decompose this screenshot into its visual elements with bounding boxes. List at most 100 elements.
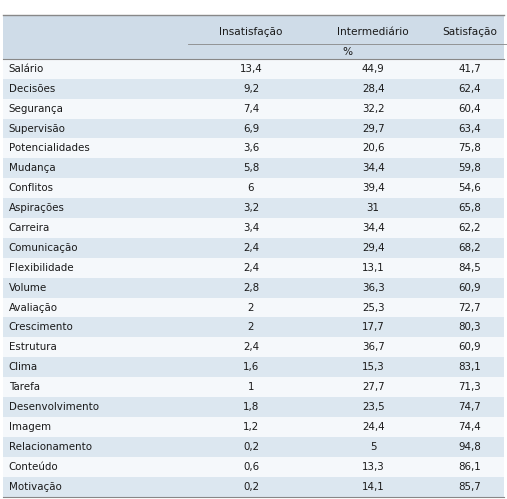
Bar bbox=[3, 317, 504, 337]
Text: Tarefa: Tarefa bbox=[9, 382, 40, 392]
Text: 13,4: 13,4 bbox=[240, 64, 262, 74]
Text: Crescimento: Crescimento bbox=[9, 322, 74, 332]
Bar bbox=[3, 138, 504, 158]
Text: Conteúdo: Conteúdo bbox=[9, 462, 58, 472]
Text: Comunicação: Comunicação bbox=[9, 243, 78, 253]
Text: 2: 2 bbox=[248, 322, 254, 332]
Text: 36,3: 36,3 bbox=[362, 282, 385, 292]
Text: 60,9: 60,9 bbox=[458, 342, 481, 352]
Text: 72,7: 72,7 bbox=[458, 302, 481, 312]
Text: Intermediário: Intermediário bbox=[337, 26, 409, 36]
Text: 9,2: 9,2 bbox=[243, 84, 259, 94]
Bar bbox=[3, 377, 504, 397]
Bar bbox=[3, 15, 504, 59]
Text: 29,4: 29,4 bbox=[362, 243, 384, 253]
Text: Conflitos: Conflitos bbox=[9, 183, 54, 193]
Text: Imagem: Imagem bbox=[9, 422, 51, 432]
Text: 3,2: 3,2 bbox=[243, 203, 259, 213]
Bar bbox=[3, 59, 504, 79]
Bar bbox=[3, 337, 504, 357]
Text: 1: 1 bbox=[248, 382, 254, 392]
Text: Aspirações: Aspirações bbox=[9, 203, 64, 213]
Text: Estrutura: Estrutura bbox=[9, 342, 56, 352]
Bar bbox=[3, 417, 504, 437]
Text: 59,8: 59,8 bbox=[458, 163, 481, 173]
Text: 60,9: 60,9 bbox=[458, 282, 481, 292]
Text: 84,5: 84,5 bbox=[458, 263, 481, 273]
Text: 6: 6 bbox=[248, 183, 254, 193]
Text: 41,7: 41,7 bbox=[458, 64, 481, 74]
Text: 34,4: 34,4 bbox=[362, 163, 385, 173]
Text: Desenvolvimento: Desenvolvimento bbox=[9, 402, 99, 412]
Bar bbox=[3, 119, 504, 138]
Text: Mudança: Mudança bbox=[9, 163, 55, 173]
Text: Insatisfação: Insatisfação bbox=[219, 26, 283, 36]
Text: 24,4: 24,4 bbox=[362, 422, 384, 432]
Bar bbox=[3, 178, 504, 198]
Text: 85,7: 85,7 bbox=[458, 482, 481, 492]
Text: 7,4: 7,4 bbox=[243, 104, 259, 114]
Text: 2: 2 bbox=[248, 302, 254, 312]
Text: 62,4: 62,4 bbox=[458, 84, 481, 94]
Text: 6,9: 6,9 bbox=[243, 124, 259, 134]
Bar bbox=[3, 198, 504, 218]
Text: 32,2: 32,2 bbox=[362, 104, 384, 114]
Text: 3,4: 3,4 bbox=[243, 223, 259, 233]
Text: Supervisão: Supervisão bbox=[9, 124, 65, 134]
Text: Flexibilidade: Flexibilidade bbox=[9, 263, 73, 273]
Bar bbox=[3, 277, 504, 297]
Text: Motivação: Motivação bbox=[9, 482, 61, 492]
Text: 3,6: 3,6 bbox=[243, 143, 259, 153]
Text: 62,2: 62,2 bbox=[459, 223, 481, 233]
Text: Salário: Salário bbox=[9, 64, 44, 74]
Text: 65,8: 65,8 bbox=[458, 203, 481, 213]
Text: 2,4: 2,4 bbox=[243, 263, 259, 273]
Text: 2,8: 2,8 bbox=[243, 282, 259, 292]
Text: 0,2: 0,2 bbox=[243, 442, 259, 452]
Bar bbox=[3, 397, 504, 417]
Text: 20,6: 20,6 bbox=[362, 143, 384, 153]
Bar bbox=[3, 297, 504, 317]
Text: 0,6: 0,6 bbox=[243, 462, 259, 472]
Text: Satisfação: Satisfação bbox=[442, 26, 497, 36]
Bar bbox=[3, 437, 504, 457]
Text: Relacionamento: Relacionamento bbox=[9, 442, 92, 452]
Text: 80,3: 80,3 bbox=[458, 322, 481, 332]
Text: 15,3: 15,3 bbox=[362, 362, 385, 372]
Text: 71,3: 71,3 bbox=[458, 382, 481, 392]
Bar bbox=[3, 158, 504, 178]
Text: 44,9: 44,9 bbox=[362, 64, 385, 74]
Text: 83,1: 83,1 bbox=[458, 362, 481, 372]
Text: 5,8: 5,8 bbox=[243, 163, 259, 173]
Text: 1,2: 1,2 bbox=[243, 422, 259, 432]
Text: Carreira: Carreira bbox=[9, 223, 50, 233]
Text: Potencialidades: Potencialidades bbox=[9, 143, 89, 153]
Bar bbox=[3, 218, 504, 238]
Bar bbox=[3, 99, 504, 119]
Text: 13,3: 13,3 bbox=[362, 462, 385, 472]
Text: 1,6: 1,6 bbox=[243, 362, 259, 372]
Text: 23,5: 23,5 bbox=[362, 402, 384, 412]
Text: 2,4: 2,4 bbox=[243, 243, 259, 253]
Text: Decisões: Decisões bbox=[9, 84, 55, 94]
Bar bbox=[3, 357, 504, 377]
Text: 60,4: 60,4 bbox=[458, 104, 481, 114]
Text: 27,7: 27,7 bbox=[362, 382, 384, 392]
Bar bbox=[3, 457, 504, 477]
Text: 5: 5 bbox=[370, 442, 377, 452]
Text: 94,8: 94,8 bbox=[458, 442, 481, 452]
Text: Clima: Clima bbox=[9, 362, 38, 372]
Text: 17,7: 17,7 bbox=[362, 322, 385, 332]
Bar bbox=[3, 79, 504, 99]
Text: 36,7: 36,7 bbox=[362, 342, 385, 352]
Text: 2,4: 2,4 bbox=[243, 342, 259, 352]
Text: 31: 31 bbox=[367, 203, 380, 213]
Text: 63,4: 63,4 bbox=[458, 124, 481, 134]
Text: 29,7: 29,7 bbox=[362, 124, 384, 134]
Bar bbox=[3, 238, 504, 258]
Text: 28,4: 28,4 bbox=[362, 84, 384, 94]
Bar bbox=[3, 477, 504, 497]
Text: 74,7: 74,7 bbox=[458, 402, 481, 412]
Text: Segurança: Segurança bbox=[9, 104, 63, 114]
Text: 86,1: 86,1 bbox=[458, 462, 481, 472]
